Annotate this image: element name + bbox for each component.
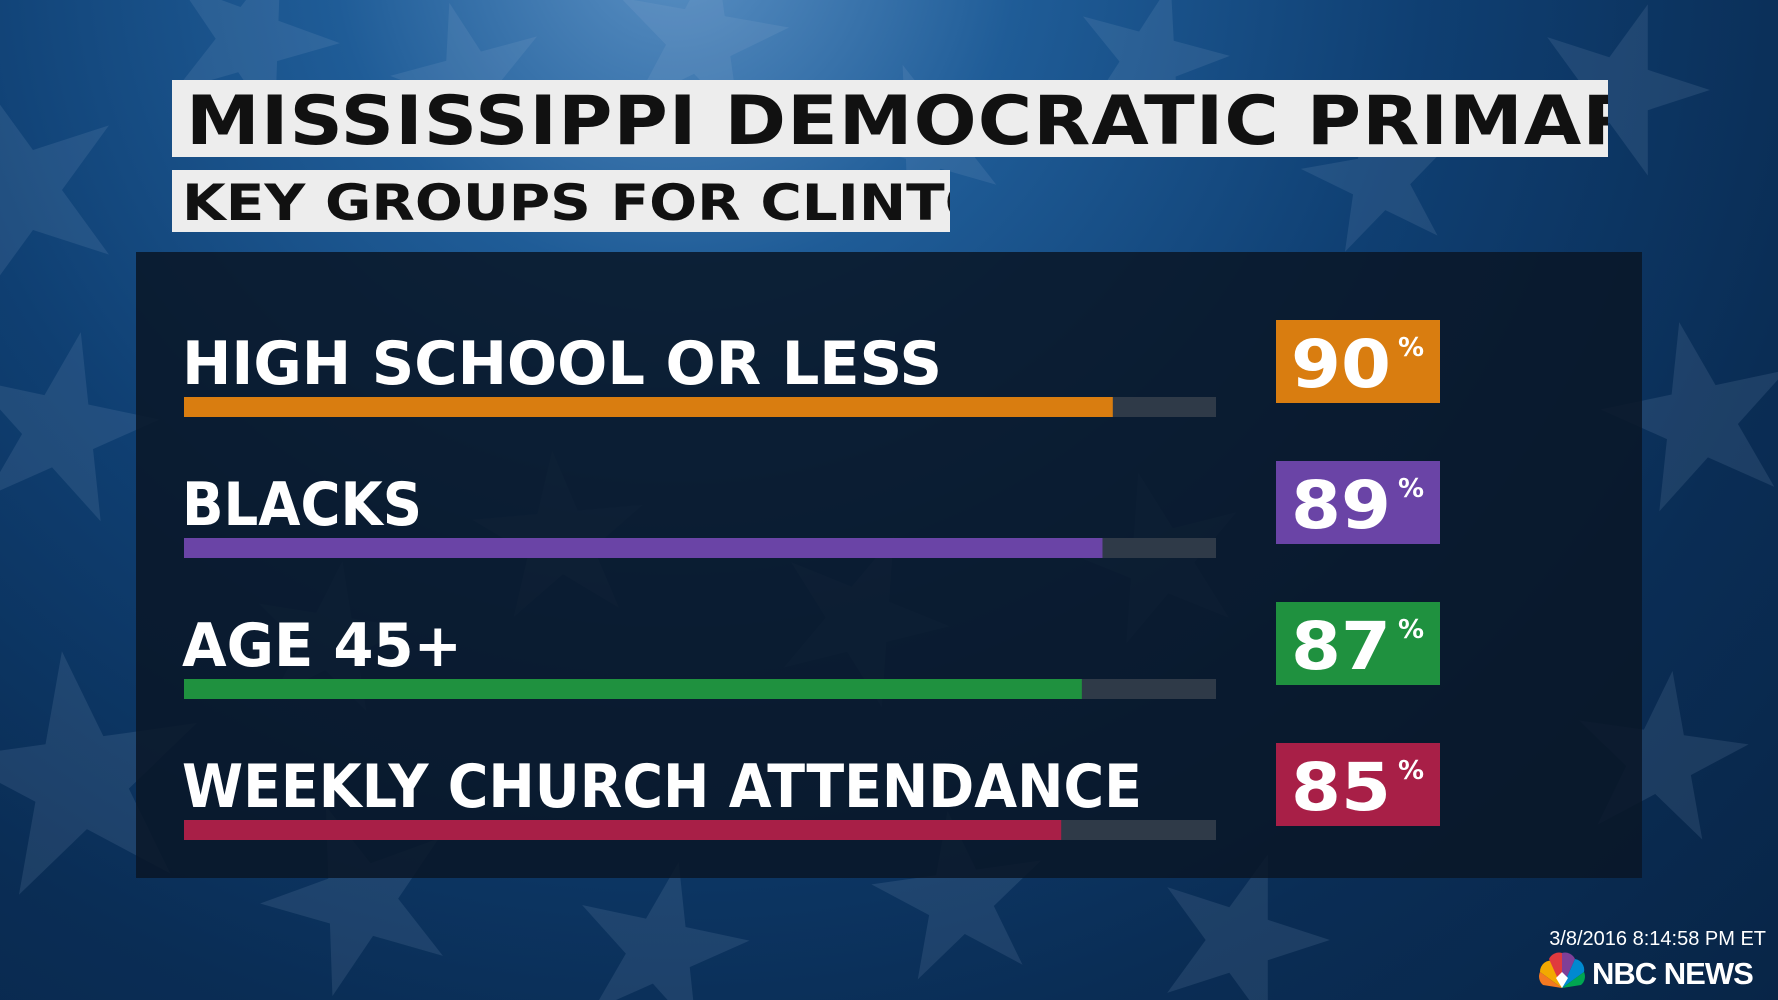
bar-high-school-or-less	[184, 397, 1113, 417]
title-banner: MISSISSIPPI DEMOCRATIC PRIMARY	[172, 80, 1608, 157]
value-box-blacks	[1276, 461, 1440, 544]
value-label-blacks: 89	[1291, 467, 1391, 544]
value-label-age-45-plus: 87	[1291, 608, 1391, 685]
bar-label-age-45-plus: AGE 45+	[182, 611, 462, 681]
bar-label-high-school-or-less: HIGH SCHOOL OR LESS	[182, 329, 942, 399]
value-box-age-45-plus	[1276, 602, 1440, 685]
nbc-news-logo: NBC NEWS	[1536, 952, 1772, 992]
bar-blacks	[184, 538, 1103, 558]
percent-sign-blacks: %	[1398, 474, 1424, 504]
value-label-weekly-church-attendance: 85	[1291, 749, 1391, 826]
peacock-icon	[1539, 952, 1585, 988]
bar-label-weekly-church-attendance: WEEKLY CHURCH ATTENDANCE	[182, 752, 1142, 822]
value-box-weekly-church-attendance	[1276, 743, 1440, 826]
timestamp: 3/8/2016 8:14:58 PM ET	[1549, 928, 1766, 950]
bar-weekly-church-attendance	[184, 820, 1062, 840]
value-box-high-school-or-less	[1276, 320, 1440, 403]
percent-sign-weekly-church-attendance: %	[1398, 756, 1424, 786]
value-label-high-school-or-less: 90	[1291, 326, 1391, 403]
network-name: NBC NEWS	[1592, 956, 1754, 991]
bar-age-45-plus	[184, 679, 1082, 699]
chart-title: MISSISSIPPI DEMOCRATIC PRIMARY	[186, 82, 1608, 157]
bar-label-blacks: BLACKS	[182, 470, 422, 540]
percent-sign-age-45-plus: %	[1398, 615, 1424, 645]
subtitle-banner: KEY GROUPS FOR CLINTON	[172, 170, 950, 232]
percent-sign-high-school-or-less: %	[1398, 333, 1424, 363]
chart-subtitle: KEY GROUPS FOR CLINTON	[182, 174, 950, 232]
